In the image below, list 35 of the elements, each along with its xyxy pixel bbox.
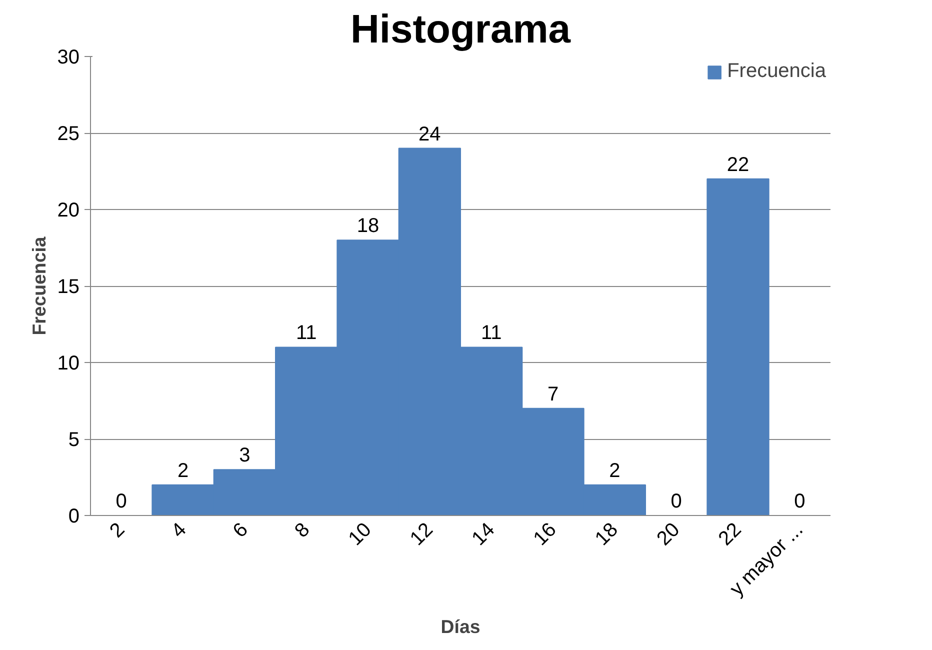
data-label: 22 bbox=[726, 154, 750, 176]
y-tick-label: 15 bbox=[57, 276, 80, 298]
chart-title: Histograma bbox=[350, 8, 572, 52]
x-tick-label: 16 bbox=[529, 518, 561, 550]
data-label: 11 bbox=[296, 322, 317, 344]
x-tick-label: 14 bbox=[468, 518, 500, 550]
data-label: 0 bbox=[794, 490, 806, 512]
x-tick-label: 6 bbox=[229, 518, 252, 542]
y-tick-label: 30 bbox=[57, 46, 80, 68]
data-label: 2 bbox=[609, 460, 620, 482]
y-tick-label: 5 bbox=[68, 429, 80, 451]
data-label: 24 bbox=[418, 123, 441, 146]
data-label: 2 bbox=[177, 460, 189, 482]
x-tick-label: 18 bbox=[591, 518, 622, 550]
x-axis-title: Días bbox=[440, 616, 480, 638]
data-label: 11 bbox=[480, 322, 502, 344]
data-label: 7 bbox=[547, 383, 559, 406]
y-axis-title: Frecuencia bbox=[28, 236, 50, 336]
y-tick-label: 20 bbox=[57, 200, 80, 222]
x-tick-label: 10 bbox=[344, 518, 376, 550]
y-tick-label: 0 bbox=[68, 506, 80, 528]
data-label: 0 bbox=[670, 490, 682, 512]
y-tick-label: 10 bbox=[57, 352, 80, 374]
x-tick-label: 22 bbox=[714, 518, 746, 550]
x-tick-label: 12 bbox=[406, 518, 438, 550]
data-label: 0 bbox=[116, 490, 127, 512]
x-tick-label: 20 bbox=[652, 518, 684, 550]
bar bbox=[706, 178, 770, 516]
data-label: 18 bbox=[356, 215, 380, 238]
x-tick-label: 8 bbox=[290, 518, 314, 542]
x-tick-label: 2 bbox=[106, 518, 130, 542]
x-tick-label: 4 bbox=[167, 518, 191, 542]
y-tick-label: 25 bbox=[57, 123, 80, 145]
data-label: 3 bbox=[239, 444, 250, 467]
legend-label: Frecuencia bbox=[727, 60, 826, 83]
